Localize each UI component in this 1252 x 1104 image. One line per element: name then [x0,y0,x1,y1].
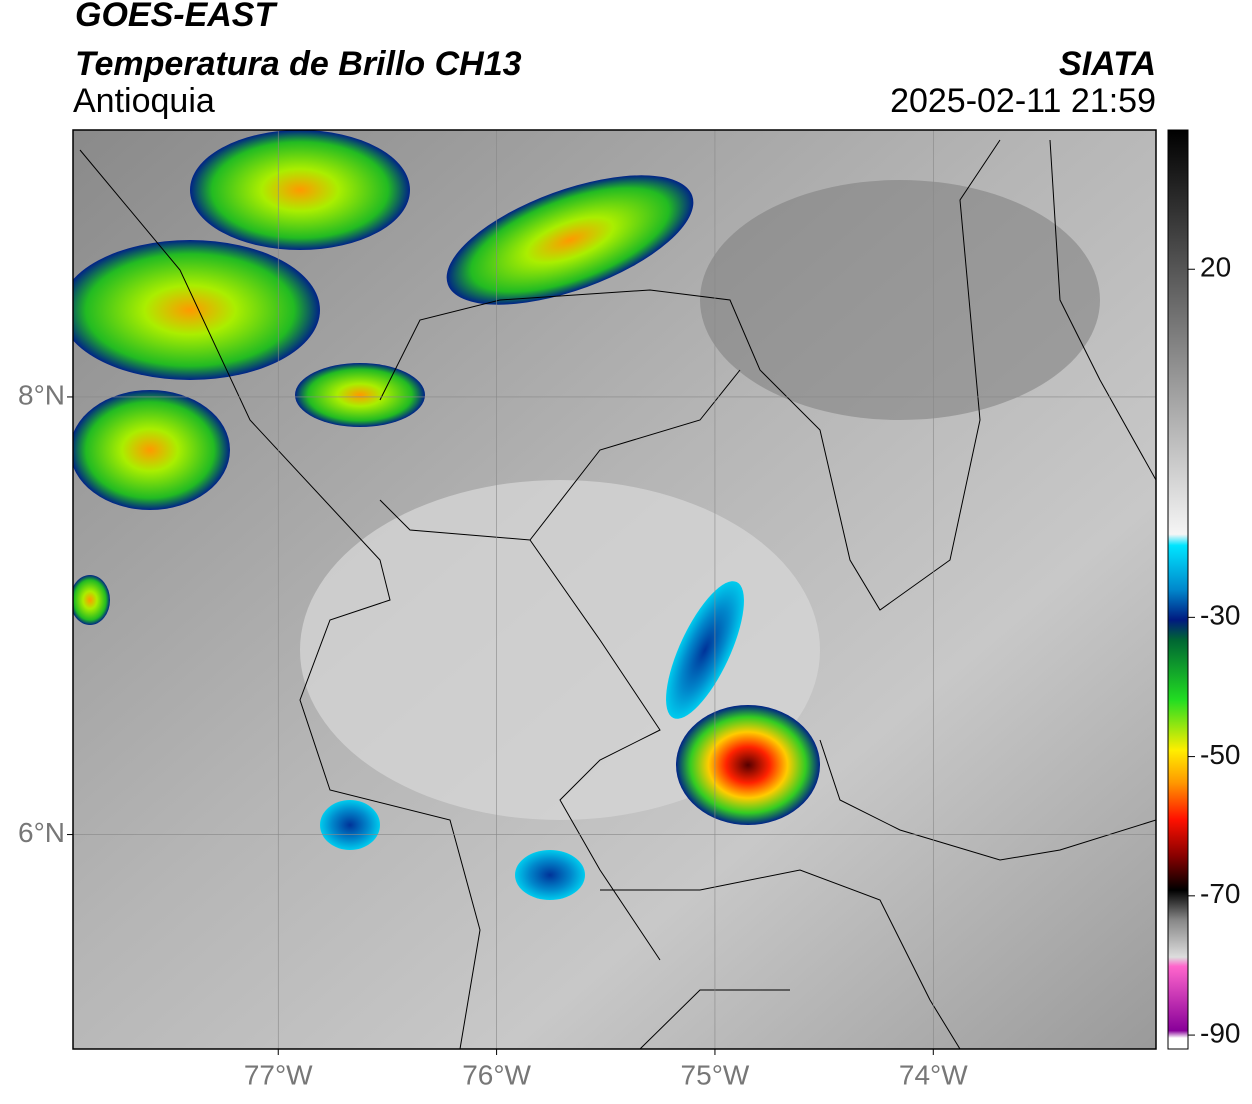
satellite-image [73,130,1156,1049]
colorbar-tick-label: -50 [1200,739,1240,770]
title: GOES-EAST [75,0,278,34]
lon-tick-label: 77°W [244,1059,313,1090]
colorbar-tick-label: -70 [1200,878,1240,909]
colorbar-tick-label: 20 [1200,252,1231,283]
lat-tick-label: 8°N [18,379,65,410]
graticule [73,130,1156,1049]
colorbar-tick-label: -90 [1200,1017,1240,1048]
source: SIATA [1059,45,1156,83]
colorbar-tick-label: -30 [1200,600,1240,631]
subtitle: Temperatura de Brillo CH13 [75,45,522,83]
datetime: 2025-02-11 21:59 [890,82,1156,120]
lon-tick-label: 75°W [681,1059,750,1090]
lon-tick-label: 74°W [899,1059,968,1090]
lat-tick-label: 6°N [18,817,65,848]
colorbar [1167,129,1189,1050]
region: Antioquia [73,82,215,120]
lon-tick-label: 76°W [462,1059,531,1090]
map-frame [72,129,1157,1050]
